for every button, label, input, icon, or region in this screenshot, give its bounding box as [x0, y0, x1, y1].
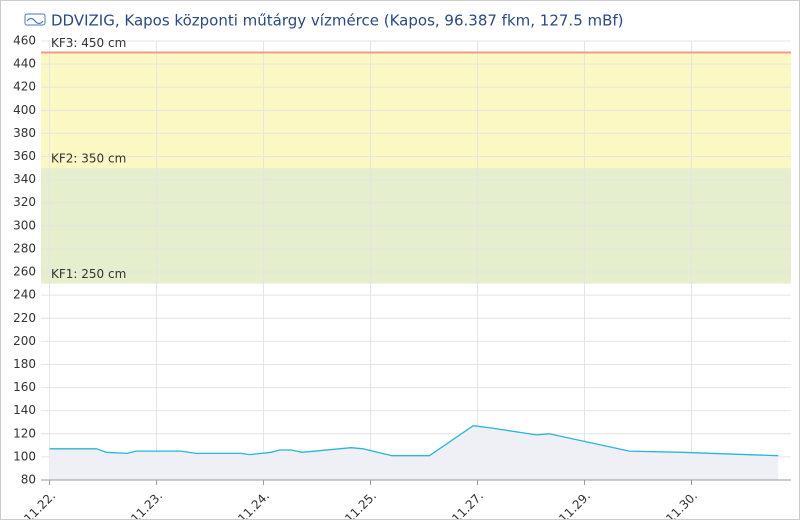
logo [24, 13, 46, 26]
y-tick-label: 360 [13, 149, 36, 163]
y-tick-label: 240 [13, 288, 36, 302]
y-tick-label: 160 [13, 380, 36, 394]
y-tick-label: 260 [13, 265, 36, 279]
y-tick-label: 220 [13, 311, 36, 325]
threshold-label: KF3: 450 cm [51, 36, 126, 50]
y-tick-label: 300 [13, 218, 36, 232]
x-tick-label: 11.24. [235, 489, 272, 519]
y-tick-label: 200 [13, 334, 36, 348]
y-tick-label: 80 [21, 473, 36, 487]
y-tick-label: 340 [13, 172, 36, 186]
x-tick-label: 11.22. [21, 489, 58, 519]
x-tick-label: 11.27. [449, 489, 486, 519]
y-tick-label: 420 [13, 80, 36, 94]
y-tick-label: 140 [13, 403, 36, 417]
x-tick-label: 11.25. [342, 489, 379, 519]
area [49, 425, 779, 480]
y-tick-label: 380 [13, 126, 36, 140]
line [49, 425, 779, 457]
y-tick-label: 120 [13, 426, 36, 440]
y-tick-label: 180 [13, 357, 36, 371]
y-tick-label: 100 [13, 449, 36, 463]
y-tick-label: 440 [13, 57, 36, 71]
chart-title: DDVIZIG, Kapos központi műtárgy vízmérce… [51, 12, 624, 30]
x-tick-label: 11.29. [556, 489, 593, 519]
y-tick-label: 320 [13, 195, 36, 209]
threshold-label: KF2: 350 cm [51, 152, 126, 166]
y-tick-label: 400 [13, 103, 36, 117]
x-tick-label: 11.30. [663, 489, 700, 519]
threshold-label: KF1: 250 cm [51, 267, 126, 281]
x-tick-label: 11.23. [128, 489, 165, 519]
y-tick-label: 460 [13, 34, 36, 48]
y-tick-label: 280 [13, 241, 36, 255]
